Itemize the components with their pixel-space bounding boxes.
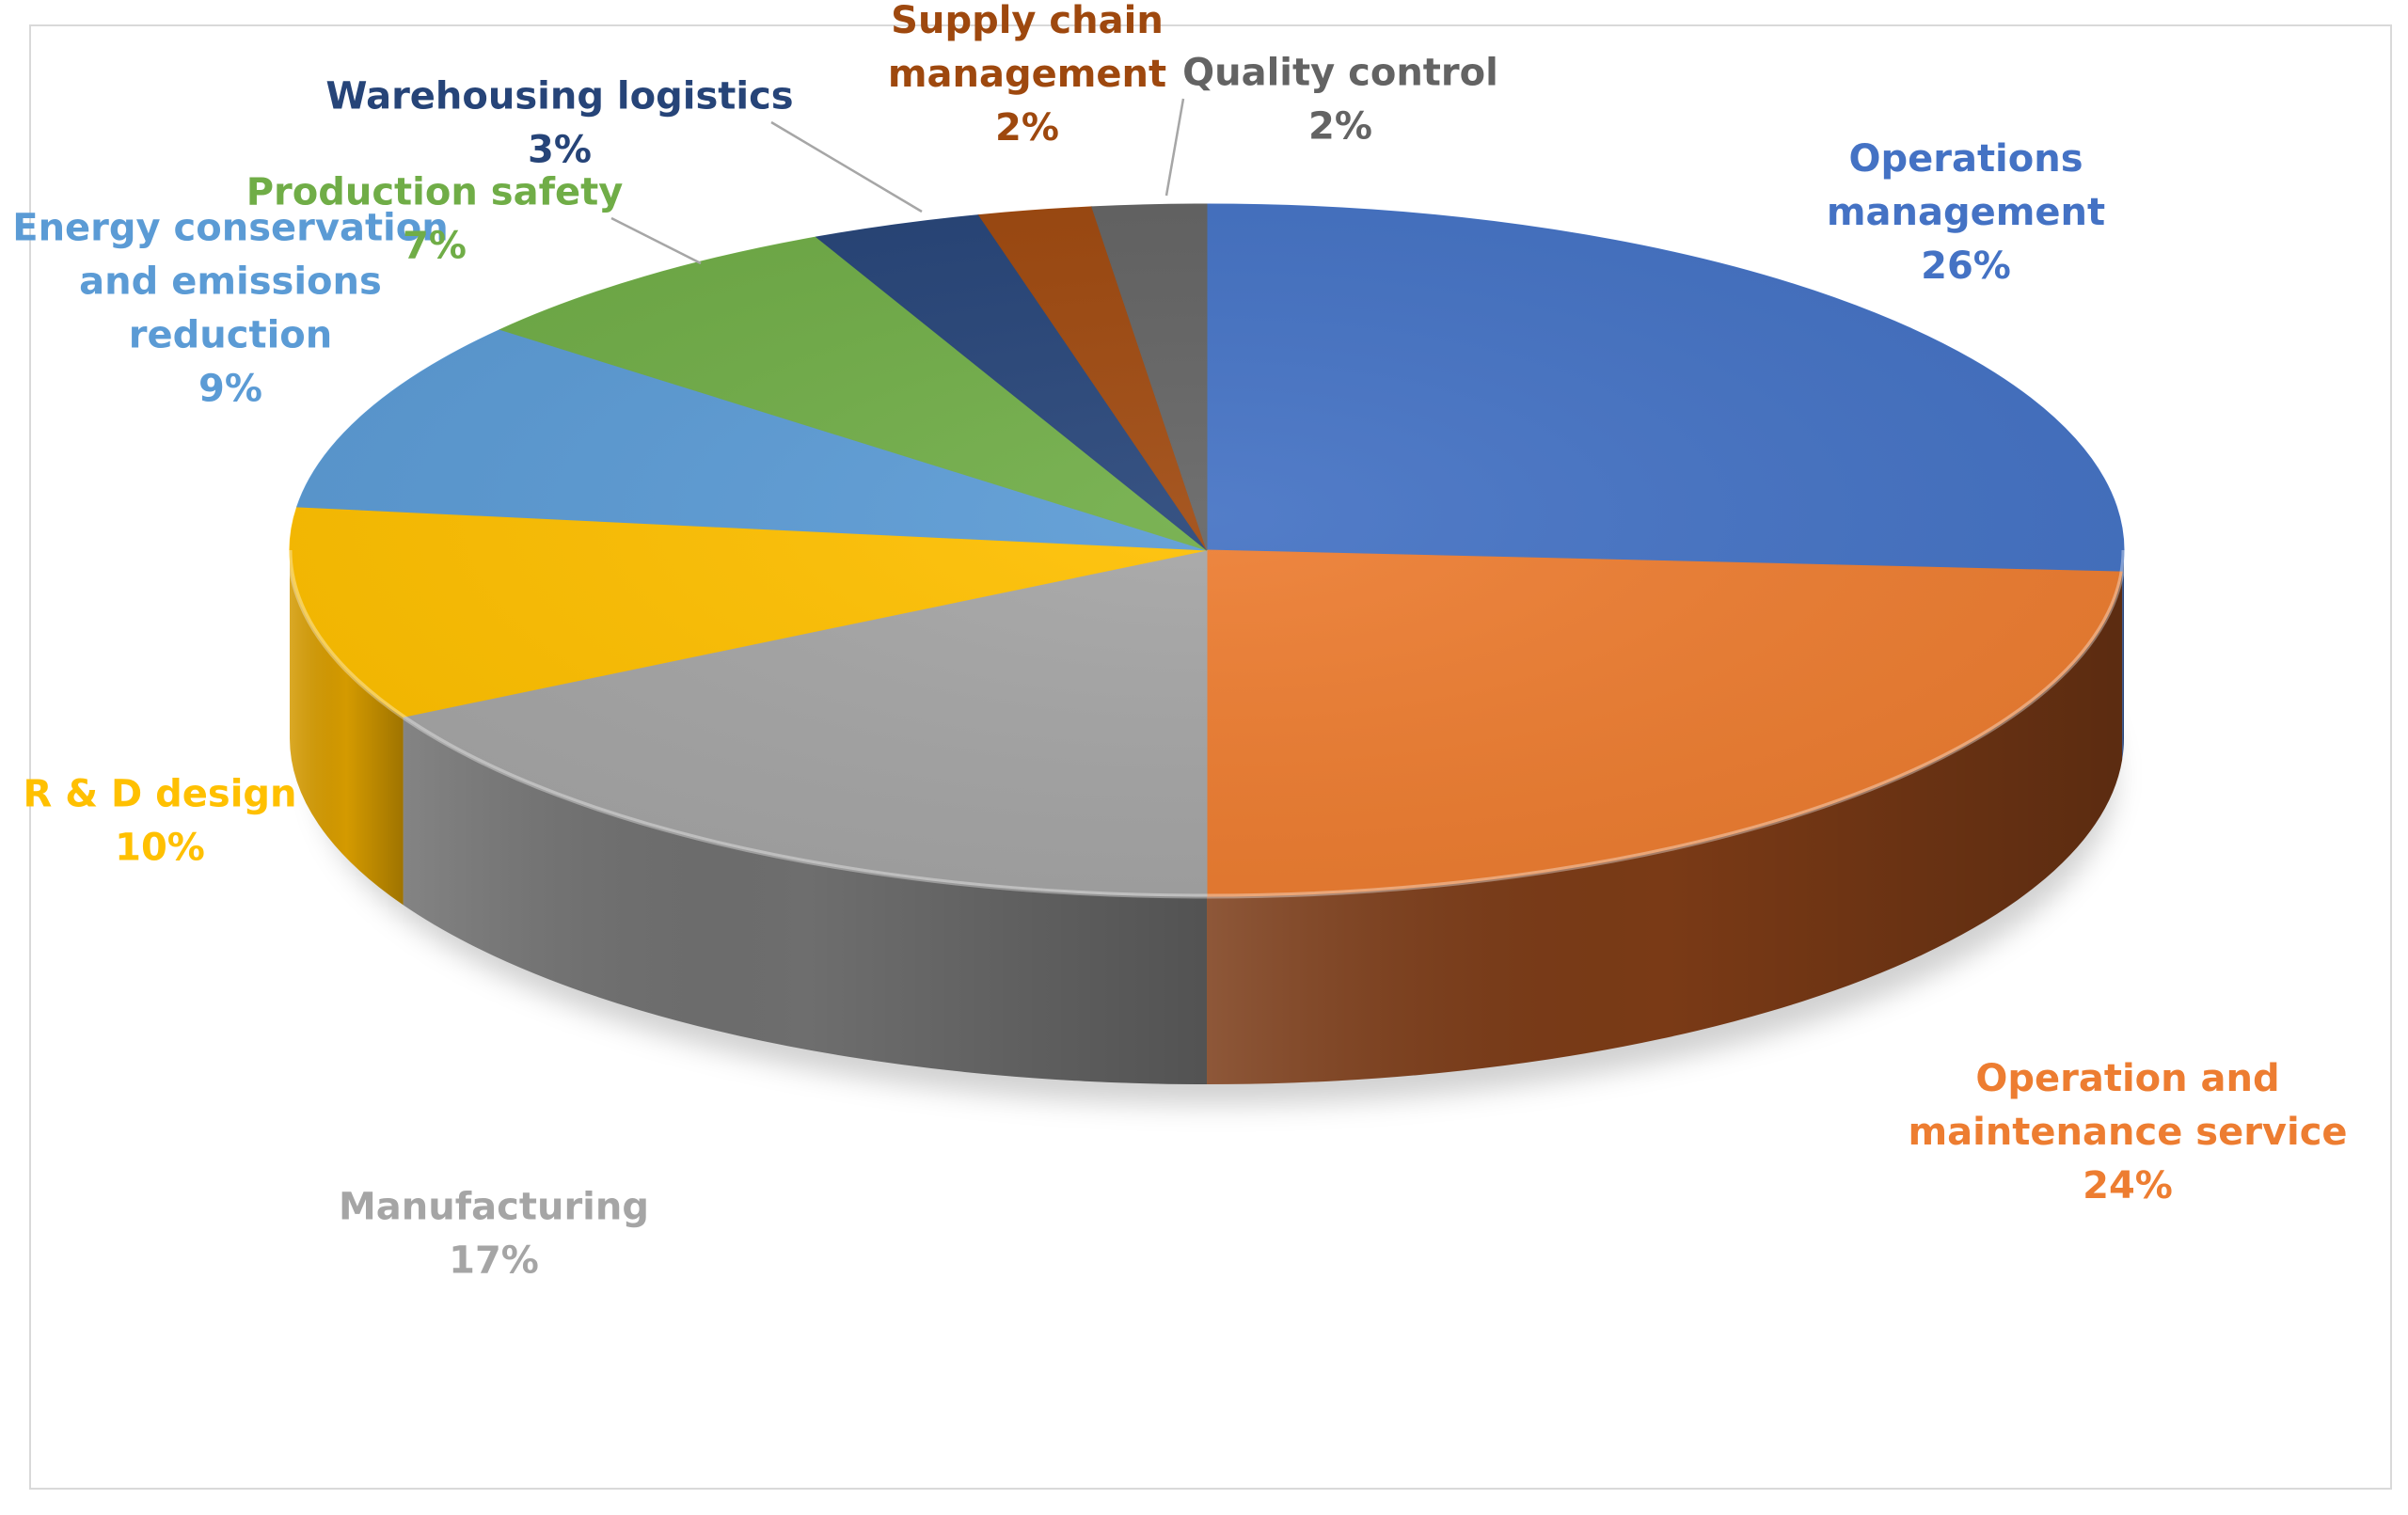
slice-label-line: management — [888, 53, 1166, 96]
slice-label-line: Production safety — [246, 171, 624, 214]
leader-line — [1164, 98, 1185, 197]
slice-percent: 17% — [449, 1239, 539, 1283]
pie-slice-side-shade — [1207, 572, 2123, 1084]
pie-top-sheen — [290, 204, 2124, 896]
pie-slice-side-shade — [403, 717, 1208, 1084]
slice-label-production-safety: Production safety 7% — [246, 171, 624, 268]
slice-label-line: Supply chain — [891, 0, 1164, 42]
slice-label-line: management — [1827, 191, 2105, 234]
slice-label-energy-conservation-and-emissions-reduction: Energy conservation and emissions reductio… — [12, 207, 448, 411]
slice-label-line: R & D design — [23, 773, 296, 816]
slice-label-supply-chain-management: Supply chain management 2% — [888, 0, 1166, 150]
slice-label-r-and-d-design: R & D design 10% — [23, 773, 296, 870]
slice-percent: 9% — [198, 368, 262, 411]
pie-slice-side-shade — [2122, 550, 2124, 761]
slice-percent: 26% — [1921, 245, 2011, 288]
slice-label-line: and emissions — [79, 260, 382, 304]
slice-percent: 24% — [2083, 1164, 2173, 1207]
leader-line — [770, 120, 923, 213]
slice-label-quality-control: Quality control 2% — [1182, 52, 1498, 149]
pie-slice-side-shade — [290, 550, 404, 906]
slice-label-line: Warehousing logistics — [325, 75, 793, 118]
slice-label-line: Energy conservation — [12, 207, 448, 250]
slice-label-line: Operation and — [1975, 1057, 2279, 1100]
slice-percent: 3% — [528, 129, 592, 172]
slice-percent: 10% — [115, 827, 205, 870]
slice-percent: 7% — [403, 225, 467, 268]
leader-line — [610, 216, 702, 265]
slice-label-line: maintenance service — [1908, 1111, 2347, 1154]
pie-rim-highlight — [287, 549, 2127, 899]
slice-label-operation-and-maintenance-service: Operation and maintenance service 24% — [1908, 1057, 2347, 1207]
slice-label-line: Operations — [1848, 137, 2083, 181]
slice-label-warehousing-logistics: Warehousing logistics 3% — [325, 75, 793, 172]
slice-label-line: Manufacturing — [339, 1186, 649, 1229]
slice-percent: 2% — [1308, 105, 1372, 149]
slice-label-operations-management: Operations management 26% — [1827, 137, 2105, 288]
slice-percent: 2% — [995, 106, 1059, 150]
slice-label-line: reduction — [129, 314, 332, 357]
slice-label-manufacturing: Manufacturing 17% — [339, 1186, 649, 1283]
slice-label-line: Quality control — [1182, 52, 1498, 95]
